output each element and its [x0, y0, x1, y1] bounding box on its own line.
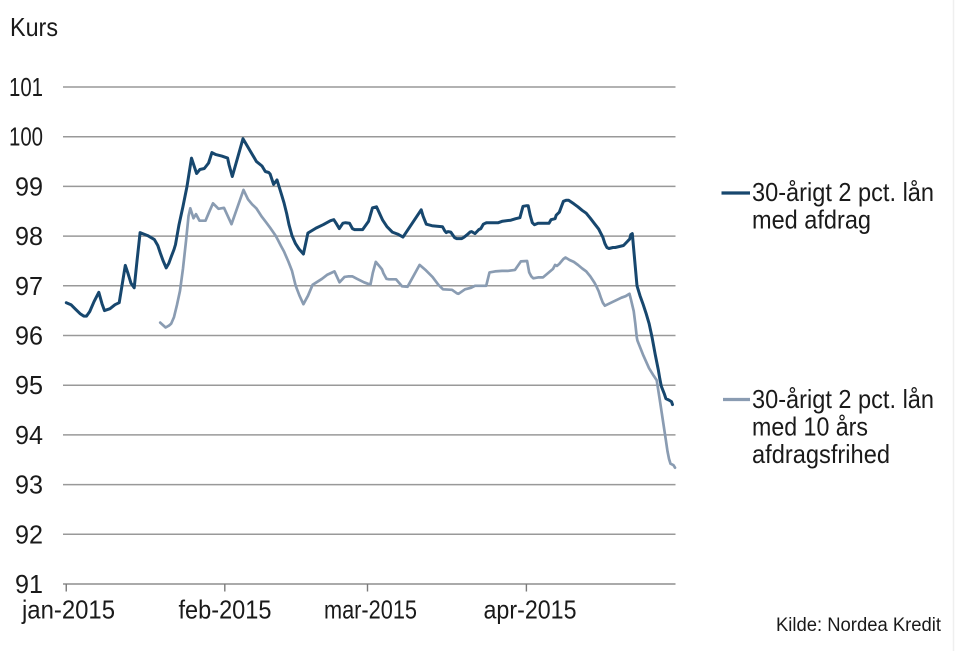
svg-text:apr-2015: apr-2015: [484, 595, 577, 625]
svg-text:30-årigt 2 pct. lån: 30-årigt 2 pct. lån: [752, 177, 934, 207]
svg-text:jan-2015: jan-2015: [21, 595, 115, 625]
svg-text:mar-2015: mar-2015: [324, 595, 417, 625]
svg-text:96: 96: [15, 321, 43, 351]
svg-text:feb-2015: feb-2015: [179, 595, 272, 625]
svg-text:Kilde: Nordea Kredit: Kilde: Nordea Kredit: [776, 615, 942, 636]
svg-text:95: 95: [15, 370, 43, 400]
svg-text:med 10 års: med 10 års: [752, 412, 868, 442]
svg-text:med afdrag: med afdrag: [752, 205, 871, 235]
svg-text:100: 100: [9, 122, 43, 152]
svg-text:94: 94: [15, 420, 43, 450]
svg-text:Kurs: Kurs: [10, 12, 58, 42]
svg-text:92: 92: [15, 519, 43, 549]
svg-text:101: 101: [9, 72, 43, 102]
svg-text:30-årigt 2 pct. lån: 30-årigt 2 pct. lån: [752, 384, 934, 414]
svg-text:99: 99: [15, 171, 43, 201]
svg-text:93: 93: [15, 470, 43, 500]
svg-text:98: 98: [15, 221, 43, 251]
svg-text:91: 91: [15, 569, 43, 599]
svg-text:97: 97: [15, 271, 43, 301]
svg-text:afdragsfrihed: afdragsfrihed: [752, 439, 890, 469]
